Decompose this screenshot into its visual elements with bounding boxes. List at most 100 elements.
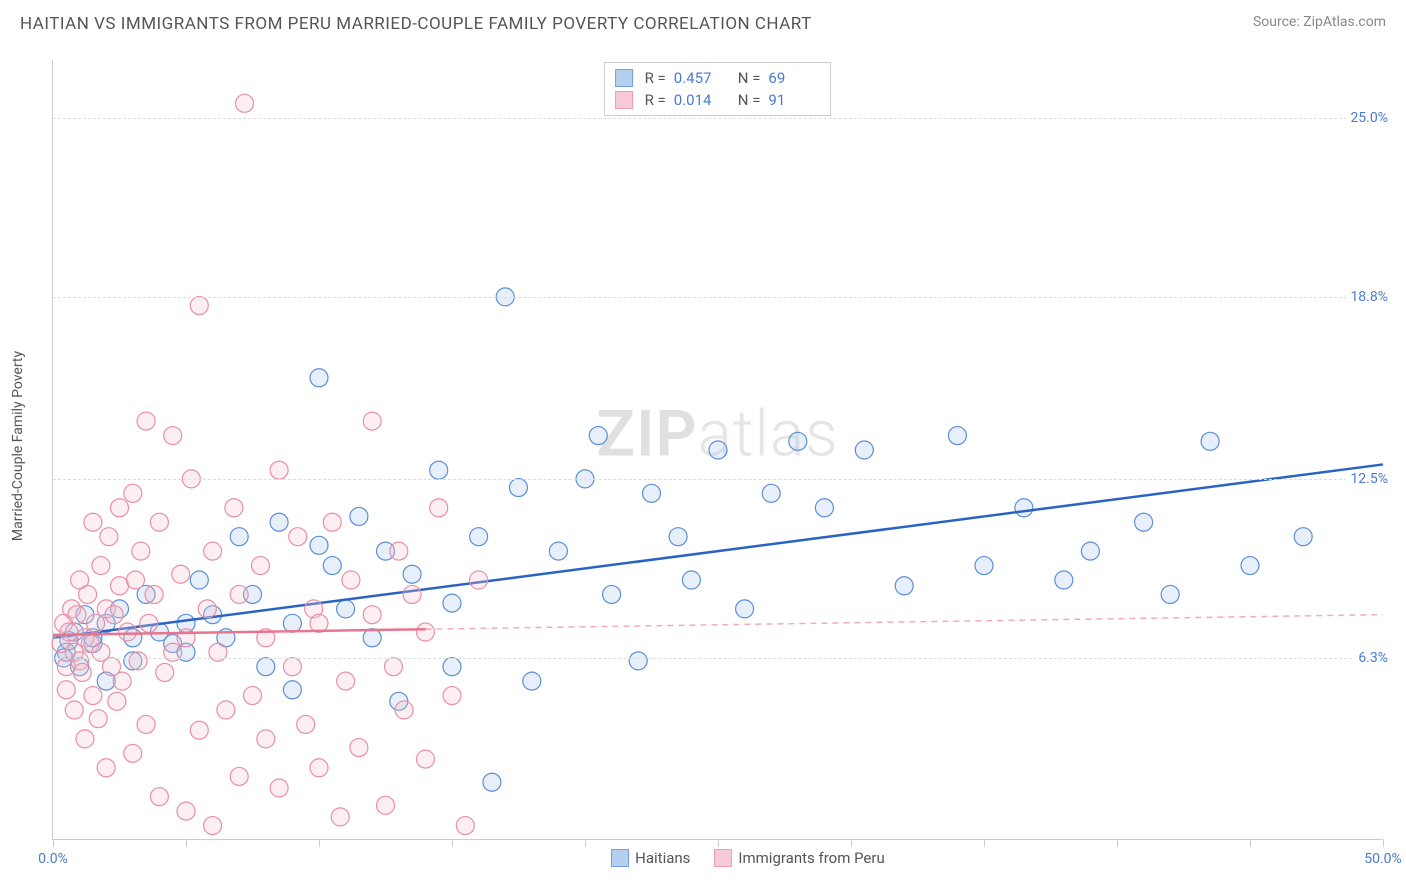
data-point [79, 585, 97, 603]
data-point [150, 513, 168, 531]
data-point [230, 767, 248, 785]
data-point [137, 715, 155, 733]
legend-label-peru: Immigrants from Peru [738, 849, 884, 867]
data-point [470, 571, 488, 589]
data-point [1294, 528, 1312, 546]
data-point [257, 658, 275, 676]
data-point [470, 528, 488, 546]
data-point [416, 623, 434, 641]
data-point [84, 513, 102, 531]
regression-line-dashed [425, 615, 1383, 630]
data-point [483, 773, 501, 791]
data-point [89, 710, 107, 728]
data-point [164, 427, 182, 445]
data-point [111, 577, 129, 595]
data-point [310, 369, 328, 387]
x-tick [53, 839, 54, 847]
data-point [190, 721, 208, 739]
data-point [1015, 499, 1033, 517]
data-point [113, 672, 131, 690]
data-point [456, 817, 474, 835]
data-point [363, 629, 381, 647]
swatch-haitians-icon [611, 849, 629, 867]
data-point [76, 730, 94, 748]
data-point [204, 817, 222, 835]
data-point [895, 577, 913, 595]
x-tick [1117, 839, 1118, 847]
swatch-peru [615, 91, 633, 109]
data-point [603, 585, 621, 603]
data-point [363, 412, 381, 430]
data-point [236, 94, 254, 112]
y-tick-label: 6.3% [1354, 650, 1392, 666]
regression-line [53, 464, 1383, 637]
stats-row-peru: R = 0.014 N = 91 [615, 89, 821, 111]
data-point [350, 507, 368, 525]
data-point [73, 663, 91, 681]
data-point [669, 528, 687, 546]
data-point [118, 623, 136, 641]
data-point [855, 441, 873, 459]
data-point [124, 484, 142, 502]
x-tick [851, 839, 852, 847]
y-tick-label: 25.0% [1346, 110, 1392, 126]
data-point [523, 672, 541, 690]
data-point [65, 701, 83, 719]
data-point [975, 557, 993, 575]
data-point [323, 513, 341, 531]
data-point [510, 479, 528, 497]
data-point [105, 606, 123, 624]
data-point [100, 528, 118, 546]
data-point [390, 542, 408, 560]
data-point [337, 672, 355, 690]
data-point [1055, 571, 1073, 589]
data-point [643, 484, 661, 502]
data-point [1135, 513, 1153, 531]
x-tick-label: 50.0% [1364, 851, 1402, 867]
data-point [57, 681, 75, 699]
data-point [270, 513, 288, 531]
data-point [736, 600, 754, 618]
data-point [129, 652, 147, 670]
x-tick [718, 839, 719, 847]
data-point [403, 565, 421, 583]
swatch-peru-icon [714, 849, 732, 867]
chart-title: HAITIAN VS IMMIGRANTS FROM PERU MARRIED-… [20, 14, 812, 34]
data-point [283, 614, 301, 632]
data-point [97, 759, 115, 777]
scatter-svg [53, 60, 1382, 839]
data-point [443, 687, 461, 705]
data-point [342, 571, 360, 589]
data-point [331, 808, 349, 826]
legend-label-haitians: Haitians [635, 849, 690, 867]
stats-row-haitians: R = 0.457 N = 69 [615, 67, 821, 89]
y-tick-label: 12.5% [1346, 471, 1392, 487]
data-point [60, 623, 78, 641]
data-point [84, 687, 102, 705]
data-point [198, 600, 216, 618]
x-tick-label: 0.0% [38, 851, 68, 867]
data-point [283, 658, 301, 676]
legend-item-peru: Immigrants from Peru [714, 849, 884, 867]
data-point [430, 499, 448, 517]
data-point [363, 606, 381, 624]
source-attribution: Source: ZipAtlas.com [1253, 14, 1386, 30]
swatch-haitians [615, 69, 633, 87]
data-point [395, 701, 413, 719]
x-tick [984, 839, 985, 847]
data-point [310, 759, 328, 777]
data-point [549, 542, 567, 560]
y-tick-label: 18.8% [1346, 289, 1392, 305]
gridline [53, 658, 1382, 659]
data-point [111, 499, 129, 517]
data-point [172, 565, 190, 583]
chart-plot-area: ZIPatlas R = 0.457 N = 69 R = 0.014 N = … [52, 60, 1382, 840]
data-point [217, 701, 235, 719]
data-point [384, 658, 402, 676]
data-point [350, 739, 368, 757]
data-point [430, 461, 448, 479]
data-point [297, 715, 315, 733]
data-point [137, 412, 155, 430]
gridline [53, 118, 1382, 119]
data-point [124, 744, 142, 762]
